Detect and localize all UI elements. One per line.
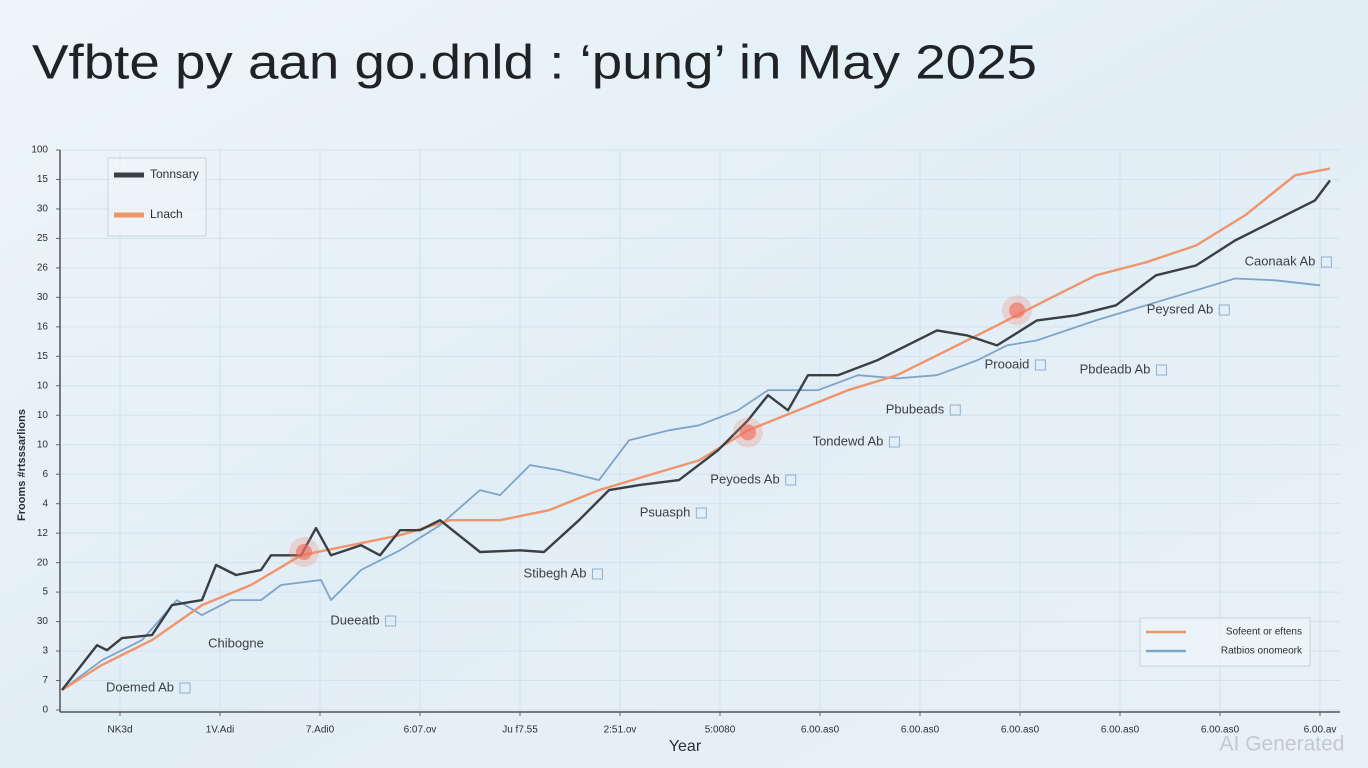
annotation: Stibegh Ab	[524, 565, 587, 580]
x-tick-label: NK3d	[107, 725, 132, 736]
annotation: Doemed Ab	[106, 679, 174, 694]
x-tick-label: 6.00.as0	[1001, 725, 1040, 736]
annotation: Dueeatb	[330, 612, 379, 627]
chart-title: Vfbte py aan go.dnld : ‘pung’ in May 202…	[32, 37, 1037, 90]
line-series	[61, 167, 1331, 692]
y-tick-label: 5	[42, 587, 48, 598]
legend-box	[1139, 617, 1311, 667]
legend-label: Tonnsary	[150, 167, 199, 181]
annotation-icon	[785, 474, 797, 486]
x-tick-label: 6.00.as0	[901, 725, 940, 736]
x-axis-label: Year	[669, 738, 702, 755]
y-tick-label: 10	[37, 380, 49, 391]
annotation: Peyoeds Ab	[710, 471, 779, 486]
annotation: Pbdeadb Ab	[1080, 361, 1151, 376]
y-tick-label: 10	[37, 439, 49, 450]
y-tick-label: 12	[37, 528, 49, 539]
highlight-point	[296, 544, 312, 561]
annotation-icon	[591, 568, 603, 580]
y-tick-label: 10	[37, 410, 49, 421]
annotation: Caonaak Ab	[1245, 253, 1316, 268]
x-tick-label: 6.00.av	[1304, 725, 1337, 736]
y-tick-label: 6	[42, 469, 48, 480]
annotation-icon	[1218, 304, 1230, 316]
annotation-icon	[1034, 359, 1046, 371]
annotation: Pbubeads	[886, 401, 945, 416]
annotation-icon	[385, 615, 397, 627]
y-axis-label: Frooms #rtsssarlions	[16, 409, 28, 521]
annotation: Psuasph	[640, 504, 691, 519]
y-tick-label: 15	[37, 174, 49, 185]
x-tick-label: 7.Adi0	[306, 725, 335, 736]
x-tick-label: Ju f7.55	[502, 725, 538, 736]
annotation: Prooaid	[985, 356, 1030, 371]
y-tick-label: 100	[31, 145, 48, 156]
y-tick-label: 30	[37, 616, 49, 627]
y-tick-label: 25	[37, 233, 49, 244]
x-tick-label: 6.00.as0	[801, 725, 840, 736]
y-tick-label: 7	[42, 675, 48, 686]
y-tick-label: 20	[37, 557, 49, 568]
x-tick-label: 6.00.as0	[1201, 725, 1240, 736]
legend-label: Ratbios onomeork	[1221, 646, 1303, 657]
annotation: Chibogne	[208, 635, 264, 650]
x-tick-label: 6:07.ov	[404, 725, 437, 736]
watermark: AI Generated	[1220, 733, 1345, 756]
annotation-icon	[179, 682, 191, 694]
y-tick-label: 15	[37, 351, 49, 362]
y-tick-label: 0	[42, 705, 48, 716]
y-tick-label: 30	[37, 204, 49, 215]
y-tick-label: 3	[42, 646, 48, 657]
legend-box	[107, 157, 207, 237]
y-tick-label: 4	[42, 498, 48, 509]
annotation-icon	[949, 404, 961, 416]
highlight-point	[740, 424, 756, 441]
x-tick-label: 1V.Adi	[206, 725, 235, 736]
annotation: Tondewd Ab	[813, 433, 884, 448]
annotation-icon	[1320, 256, 1332, 268]
legend-label: Sofeent or eftens	[1226, 627, 1302, 638]
x-tick-label: 2:51.ov	[604, 725, 637, 736]
annotation-icon	[1155, 364, 1167, 376]
highlight-point	[1009, 302, 1025, 319]
annotation-icon	[695, 507, 707, 519]
line-series	[61, 179, 1331, 691]
y-tick-label: 30	[37, 292, 49, 303]
x-tick-label: 6.00.as0	[1101, 725, 1140, 736]
legend-label: Lnach	[150, 207, 183, 221]
annotation-icon	[888, 436, 900, 448]
annotation: Peysred Ab	[1147, 301, 1214, 316]
y-tick-label: 16	[37, 321, 49, 332]
x-tick-label: 5:0080	[705, 725, 736, 736]
y-tick-label: 26	[37, 263, 49, 274]
line-series	[61, 277, 1321, 691]
